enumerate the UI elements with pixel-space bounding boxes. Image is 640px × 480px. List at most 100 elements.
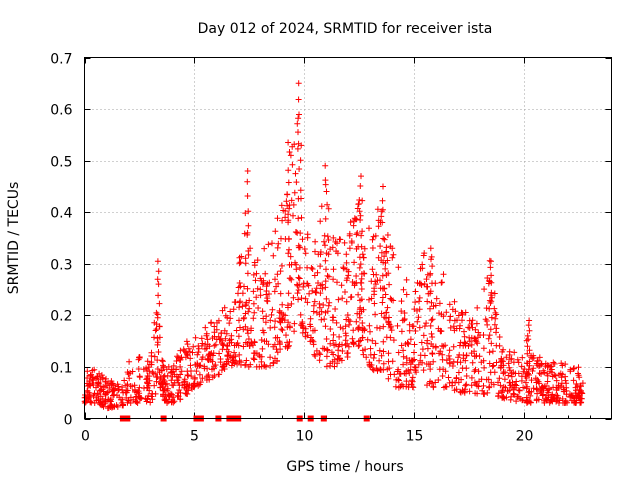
data-point bbox=[350, 340, 357, 347]
data-point bbox=[558, 374, 565, 381]
data-point bbox=[369, 245, 376, 251]
data-point bbox=[155, 268, 162, 275]
data-point bbox=[242, 362, 249, 369]
data-point bbox=[245, 248, 252, 254]
data-point bbox=[295, 274, 302, 281]
data-point bbox=[343, 277, 350, 284]
data-point bbox=[277, 319, 284, 326]
data-point bbox=[350, 327, 357, 334]
data-point bbox=[244, 231, 251, 238]
data-point bbox=[279, 262, 285, 269]
data-point bbox=[345, 316, 352, 323]
data-point bbox=[369, 236, 376, 243]
data-point bbox=[457, 389, 464, 396]
data-point bbox=[428, 299, 435, 306]
data-point bbox=[329, 244, 336, 251]
data-point bbox=[162, 397, 169, 404]
data-point bbox=[503, 354, 510, 361]
data-point bbox=[509, 384, 515, 390]
data-point bbox=[251, 339, 258, 346]
data-point bbox=[295, 287, 302, 293]
data-point bbox=[170, 362, 177, 369]
data-point bbox=[491, 290, 498, 297]
data-point bbox=[369, 337, 376, 344]
data-point bbox=[278, 202, 285, 209]
data-point bbox=[176, 387, 183, 393]
data-point bbox=[240, 343, 247, 350]
data-point bbox=[427, 305, 433, 312]
data-point bbox=[400, 347, 407, 354]
data-point bbox=[98, 401, 105, 408]
data-point bbox=[495, 379, 501, 386]
data-point bbox=[212, 362, 219, 368]
data-point bbox=[237, 324, 243, 331]
data-point bbox=[506, 348, 513, 355]
data-point bbox=[384, 304, 391, 311]
data-point bbox=[400, 353, 407, 360]
data-point bbox=[486, 332, 493, 339]
data-point bbox=[439, 279, 445, 286]
data-point bbox=[221, 327, 228, 334]
data-point bbox=[298, 214, 305, 221]
data-point bbox=[323, 295, 330, 302]
data-point bbox=[325, 273, 332, 280]
data-point bbox=[495, 392, 502, 399]
data-point bbox=[493, 359, 500, 366]
data-point bbox=[156, 323, 163, 330]
data-point bbox=[375, 223, 382, 230]
data-point bbox=[277, 268, 284, 275]
data-point bbox=[153, 326, 160, 333]
data-point bbox=[357, 297, 363, 304]
data-point bbox=[513, 398, 520, 405]
data-point bbox=[284, 339, 291, 346]
data-point bbox=[266, 279, 273, 286]
data-point bbox=[88, 371, 95, 378]
data-point bbox=[206, 376, 213, 383]
data-point bbox=[387, 243, 394, 250]
data-point bbox=[207, 320, 214, 327]
data-point bbox=[307, 315, 314, 322]
data-point bbox=[291, 328, 298, 335]
data-point bbox=[171, 398, 178, 405]
data-point bbox=[427, 288, 434, 295]
data-point bbox=[342, 289, 348, 295]
data-point bbox=[168, 377, 175, 384]
data-point bbox=[146, 387, 153, 394]
data-point bbox=[149, 396, 156, 403]
x-tick-label: 10 bbox=[296, 429, 314, 445]
data-point bbox=[419, 265, 426, 272]
data-point bbox=[317, 218, 324, 225]
data-point bbox=[375, 217, 382, 224]
data-point bbox=[126, 375, 133, 382]
data-point bbox=[333, 319, 340, 326]
data-point bbox=[447, 324, 454, 331]
data-point bbox=[383, 244, 390, 251]
data-point bbox=[371, 288, 378, 295]
data-point bbox=[466, 334, 473, 341]
data-point bbox=[312, 248, 318, 255]
data-point bbox=[339, 341, 345, 348]
data-point bbox=[367, 345, 374, 352]
data-point bbox=[455, 354, 462, 361]
data-point bbox=[296, 111, 302, 118]
data-point bbox=[289, 143, 296, 150]
data-point bbox=[313, 285, 320, 292]
data-point bbox=[274, 358, 280, 365]
data-points bbox=[81, 80, 586, 412]
data-point bbox=[151, 334, 157, 341]
data-point bbox=[233, 327, 240, 334]
data-point bbox=[533, 396, 540, 403]
data-point bbox=[368, 295, 375, 302]
data-point bbox=[574, 383, 581, 390]
data-point bbox=[552, 372, 559, 379]
data-point bbox=[271, 288, 278, 295]
data-point bbox=[395, 349, 402, 356]
data-point bbox=[356, 264, 363, 271]
data-point bbox=[242, 323, 249, 330]
data-point bbox=[248, 340, 255, 347]
data-point bbox=[184, 391, 191, 397]
data-point bbox=[297, 187, 304, 194]
data-point bbox=[577, 395, 583, 402]
data-point bbox=[202, 341, 209, 348]
data-point bbox=[301, 246, 308, 252]
